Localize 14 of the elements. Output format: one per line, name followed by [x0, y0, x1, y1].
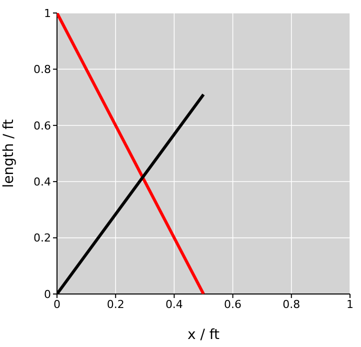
y-tick-label: 0.2 — [34, 232, 51, 245]
y-axis-title: length / ft — [0, 118, 17, 188]
x-tick-label: 0.8 — [282, 298, 300, 311]
x-tick-label: 0 — [54, 298, 60, 311]
x-tick-label: 0.2 — [106, 298, 124, 311]
x-axis-title: x / ft — [187, 327, 220, 343]
y-tick-label: 0 — [44, 288, 51, 301]
x-tick-label: 1 — [346, 298, 354, 311]
y-tick-label: 1 — [44, 6, 51, 20]
y-tick-label: 0.4 — [34, 176, 51, 189]
x-tick-label: 0.4 — [165, 298, 183, 311]
y-tick-label: 0.6 — [34, 119, 51, 132]
y-tick-label: 0.8 — [34, 63, 51, 76]
x-tick-label: 0.6 — [224, 298, 242, 311]
